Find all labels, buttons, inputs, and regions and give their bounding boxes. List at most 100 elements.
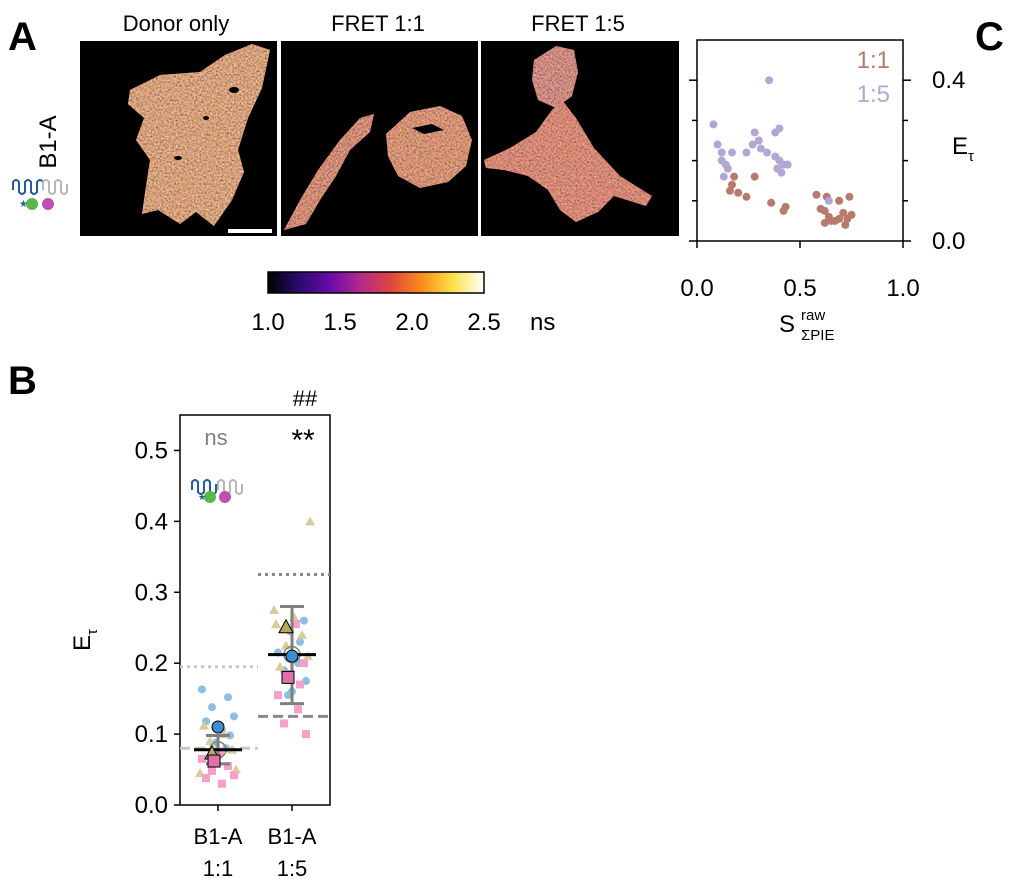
scatter-point <box>839 208 848 217</box>
data-point <box>281 640 291 650</box>
data-point <box>230 771 238 780</box>
scatter-point <box>835 196 844 205</box>
scatter-point <box>750 172 759 181</box>
data-point <box>269 605 279 614</box>
panel-c-xlabel: S <box>779 311 795 338</box>
scatter-point <box>709 120 718 129</box>
panel-b-category-label: B1-A <box>194 824 243 849</box>
panel-b-ytick-label: 0.4 <box>135 508 168 535</box>
panel-c-xtick-label: 0.0 <box>680 275 713 302</box>
panel-b-letter: B <box>8 359 37 403</box>
panel-c-xlabel-sub: ΣPIE <box>801 327 834 344</box>
receptor-pair-icon: ★ <box>12 179 68 210</box>
panel-b-category-sublabel: 1:5 <box>277 856 308 881</box>
data-point <box>216 747 224 756</box>
svg-text:Eτ: Eτ <box>69 629 101 651</box>
hash-annotation: ## <box>293 386 318 411</box>
scatter-point <box>845 192 854 201</box>
panel-b-ytick-label: 0.0 <box>135 792 168 819</box>
scatter-point <box>754 136 763 145</box>
panel-b-ylabel: Eτ <box>69 629 101 651</box>
colorbar-unit: ns <box>530 309 555 336</box>
data-point <box>224 762 232 770</box>
svg-text:★: ★ <box>19 199 28 210</box>
scatter-point <box>713 140 722 149</box>
data-point <box>271 619 281 629</box>
microscopy-image-fret-1-5 <box>481 41 679 236</box>
significance-annotation: ** <box>291 424 315 457</box>
scatter-point <box>820 206 829 215</box>
scatter-point <box>750 128 759 137</box>
data-point <box>218 779 226 788</box>
data-point <box>202 774 210 783</box>
scatter-point <box>725 186 734 195</box>
data-point <box>305 516 315 526</box>
scatter-point <box>779 206 788 215</box>
data-point <box>198 754 206 763</box>
panel-c: C Eτ S raw ΣPIE 1:1 1:5 0.0 0.5 1.0 0.0 0.4 <box>680 15 1004 344</box>
scatter-point <box>734 188 743 197</box>
series-mean-marker <box>281 670 295 684</box>
data-point <box>208 766 216 775</box>
panel-b-category-sublabel: 1:1 <box>203 856 234 881</box>
panel-a-letter: A <box>8 15 37 59</box>
data-point <box>198 685 206 694</box>
colorbar-ticks: 1.0 1.5 2.0 2.5 <box>251 309 500 336</box>
data-point <box>292 620 300 629</box>
legend-1-5: 1:5 <box>857 81 890 108</box>
svg-text:★: ★ <box>198 492 206 502</box>
data-point <box>296 637 304 646</box>
panel-b-ytick-label: 0.2 <box>135 650 168 677</box>
scatter-point <box>763 148 772 157</box>
receptor-pair-icon-b: ★ <box>191 479 243 503</box>
panel-b-category-label: B1-A <box>268 824 317 849</box>
colorbar-tick-label: 1.0 <box>251 309 284 336</box>
microscopy-image-donor <box>80 41 277 236</box>
panel-c-xlabel-sup: raw <box>801 307 825 324</box>
microscopy-image-fret-1-1 <box>281 41 478 236</box>
series-mean-marker <box>211 720 225 734</box>
data-point <box>302 730 310 739</box>
panel-c-xtick-label: 0.5 <box>783 275 816 302</box>
data-point <box>297 629 307 639</box>
scatter-point <box>777 168 786 177</box>
scatter-point <box>719 172 728 181</box>
scatter-point <box>824 196 833 205</box>
panel-c-ytick-label: 0.0 <box>932 228 965 255</box>
colorbar <box>267 271 485 294</box>
data-point <box>300 659 308 668</box>
panel-c-plot: 0.0 0.5 1.0 0.0 0.4 <box>680 39 965 302</box>
panel-c-ytick-label: 0.4 <box>932 67 965 94</box>
scatter-point <box>730 172 739 181</box>
scatter-point <box>820 218 829 227</box>
scatter-point <box>765 76 774 85</box>
scatter-point <box>841 220 850 229</box>
panel-b-axes-frame <box>179 414 331 806</box>
panel-c-letter: C <box>975 15 1004 59</box>
panel-b-ylabel-main: E <box>69 635 96 651</box>
data-point <box>208 703 216 712</box>
scale-bar <box>228 229 272 233</box>
series-mean-marker <box>278 618 294 634</box>
ns-annotation: ns <box>204 425 227 450</box>
panel-c-xtick-label: 1.0 <box>886 275 919 302</box>
panel-b-ylabel-sub: τ <box>84 629 101 635</box>
panel-a: A B1-A ★ Donor only FRET 1:1 FRET 1:5 <box>8 11 679 336</box>
scatter-point <box>847 210 856 219</box>
panel-c-ylabel: Eτ <box>952 133 974 165</box>
colorbar-tick-label: 2.0 <box>395 309 428 336</box>
series-mean-marker <box>207 754 221 768</box>
panel-b-ytick-label: 0.3 <box>135 579 168 606</box>
data-point <box>294 705 302 714</box>
scatter-point <box>723 164 732 173</box>
data-point <box>199 720 209 730</box>
row-label: B1-A <box>35 115 62 168</box>
scatter-point <box>812 190 821 199</box>
scatter-point <box>748 140 757 149</box>
panel-b-ytick-label: 0.5 <box>135 437 168 464</box>
image-title-fret-1-1: FRET 1:1 <box>331 11 425 36</box>
scatter-point <box>728 148 737 157</box>
panel-b-plot: 0.0 0.1 0.2 0.3 0.4 0.5 B1-A 1:1 B1-A 1:5 <box>135 414 331 881</box>
data-point <box>296 680 304 689</box>
